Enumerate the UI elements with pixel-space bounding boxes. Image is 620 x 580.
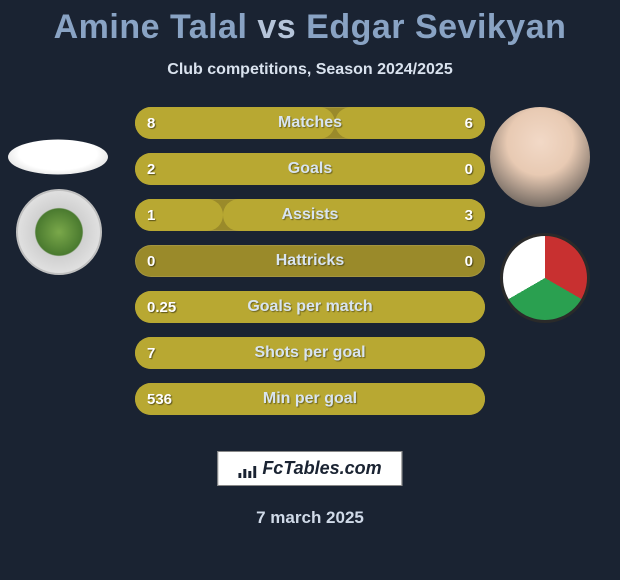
stat-row: 0.25 Goals per match	[135, 291, 485, 323]
stat-label: Min per goal	[263, 390, 357, 408]
stat-value-left: 536	[147, 391, 172, 408]
stat-label: Goals per match	[247, 298, 372, 316]
player2-club-crest	[500, 233, 590, 323]
stat-value-right: 0	[465, 161, 473, 178]
page-title: Amine Talal vs Edgar Sevikyan	[0, 0, 620, 47]
stat-row: 8 Matches 6	[135, 107, 485, 139]
player2-avatar	[490, 107, 590, 207]
stat-label: Hattricks	[276, 252, 344, 270]
stat-label: Assists	[282, 206, 339, 224]
stat-value-right: 6	[465, 115, 473, 132]
player1-club-crest	[16, 189, 102, 275]
subtitle: Club competitions, Season 2024/2025	[0, 61, 620, 79]
player1-name: Amine Talal	[54, 8, 248, 46]
stat-value-left: 0.25	[147, 299, 176, 316]
comparison-panel: 8 Matches 6 2 Goals 0 1 Assists 3 0 Hattricks 0 0.25…	[0, 107, 620, 457]
stat-fill-right	[335, 107, 486, 139]
stat-value-left: 2	[147, 161, 155, 178]
stat-label: Shots per goal	[254, 344, 365, 362]
stat-row: 536 Min per goal	[135, 383, 485, 415]
stat-row: 1 Assists 3	[135, 199, 485, 231]
branding-badge[interactable]: FcTables.com	[217, 451, 402, 486]
player2-name: Edgar Sevikyan	[306, 8, 566, 46]
stat-row: 2 Goals 0	[135, 153, 485, 185]
stat-value-left: 7	[147, 345, 155, 362]
date-footer: 7 march 2025	[0, 508, 620, 528]
stat-value-left: 1	[147, 207, 155, 224]
stat-row: 7 Shots per goal	[135, 337, 485, 369]
player1-avatar	[8, 140, 108, 175]
stat-row: 0 Hattricks 0	[135, 245, 485, 277]
branding-text: FcTables.com	[262, 458, 381, 479]
stat-value-right: 0	[465, 253, 473, 270]
chart-icon	[238, 462, 256, 476]
stat-value-left: 0	[147, 253, 155, 270]
stat-label: Matches	[278, 114, 342, 132]
stat-rows: 8 Matches 6 2 Goals 0 1 Assists 3 0 Hattricks 0 0.25…	[135, 107, 485, 415]
stat-label: Goals	[288, 160, 332, 178]
vs-separator: vs	[257, 8, 296, 46]
stat-fill-right	[223, 199, 486, 231]
stat-value-right: 3	[465, 207, 473, 224]
stat-value-left: 8	[147, 115, 155, 132]
